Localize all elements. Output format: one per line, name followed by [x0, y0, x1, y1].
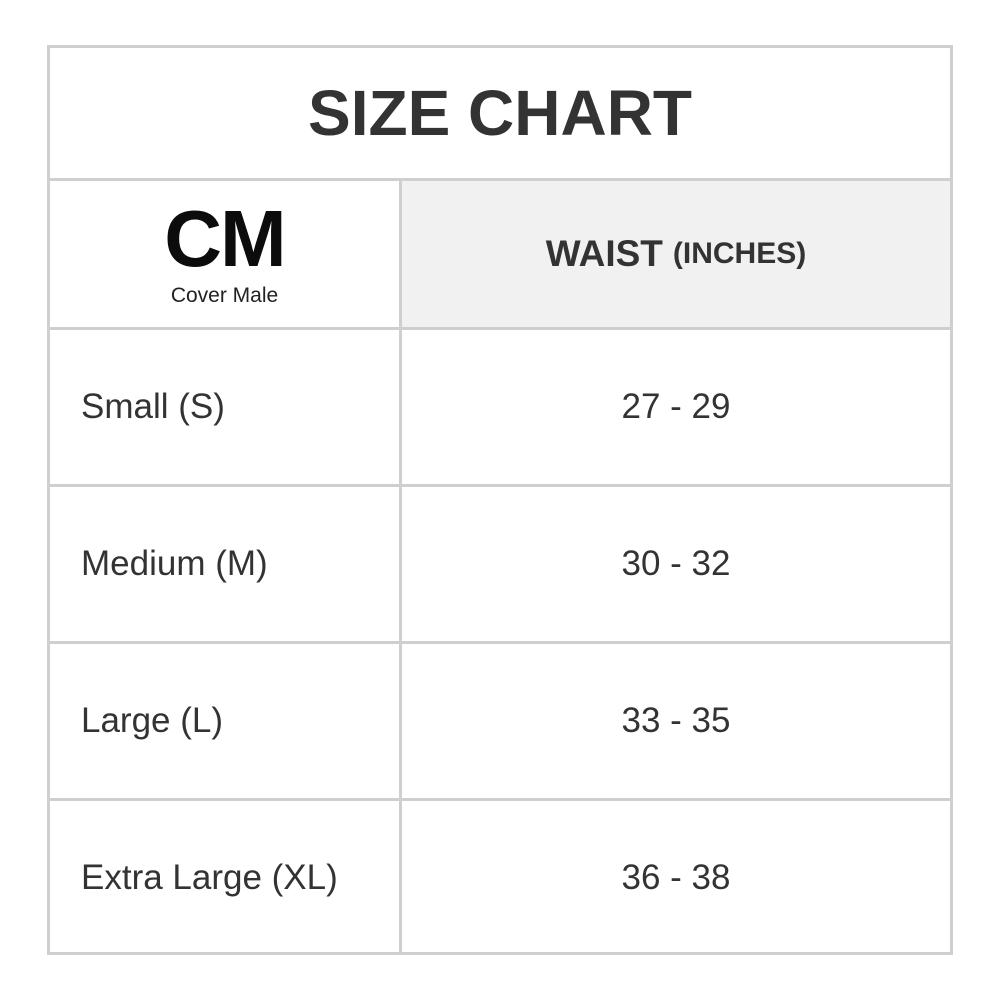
brand-logo: CM Cover Male: [50, 181, 399, 327]
measure-label: WAIST: [545, 233, 663, 274]
waist-value: 30 - 32: [621, 544, 731, 583]
divider: [50, 178, 950, 181]
waist-value: 27 - 29: [621, 387, 731, 426]
size-chart-table: SIZE CHART CM Cover Male WAIST (INCHES) …: [47, 45, 953, 955]
size-label: Extra Large (XL): [81, 858, 338, 897]
logo-mark: CM: [164, 194, 286, 284]
size-label: Small (S): [81, 387, 225, 426]
size-label: Large (L): [81, 701, 224, 740]
waist-value: 36 - 38: [621, 858, 731, 897]
divider: [50, 327, 950, 330]
divider: [50, 484, 950, 487]
divider: [50, 798, 950, 801]
column-divider: [399, 181, 402, 952]
logo-name: Cover Male: [170, 284, 279, 308]
size-label: Medium (M): [81, 544, 268, 583]
chart-title: SIZE CHART: [308, 77, 692, 149]
waist-header: WAIST (INCHES): [402, 181, 950, 327]
unit-label: (INCHES): [672, 237, 807, 270]
waist-value: 33 - 35: [621, 701, 731, 740]
divider: [50, 641, 950, 644]
